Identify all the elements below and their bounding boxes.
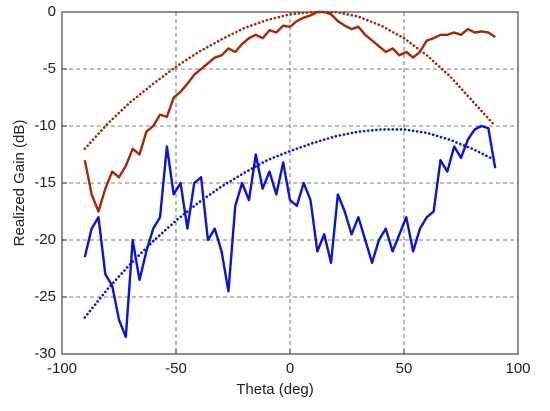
y-tick-label: -25 [34,288,56,305]
data-line [83,10,496,213]
x-tick-label: 50 [396,360,413,377]
data-line [83,128,497,319]
y-axis-label: Realized Gain (dB) [11,120,28,247]
data-line [83,10,497,151]
x-tick-label: -100 [47,360,77,377]
plot-frame [61,11,519,355]
x-tick-label: -50 [165,360,187,377]
x-tick-label: 100 [505,360,530,377]
y-tick-label: -20 [34,231,56,248]
x-axis-label: Theta (deg) [236,381,314,398]
data-line [83,124,497,339]
y-tick-label: 0 [48,3,56,20]
y-tick-label: -10 [34,117,56,134]
y-tick-label: -30 [34,345,56,362]
y-tick-label: -5 [43,60,56,77]
x-tick-label: 0 [286,360,294,377]
y-tick-label: -15 [34,174,56,191]
